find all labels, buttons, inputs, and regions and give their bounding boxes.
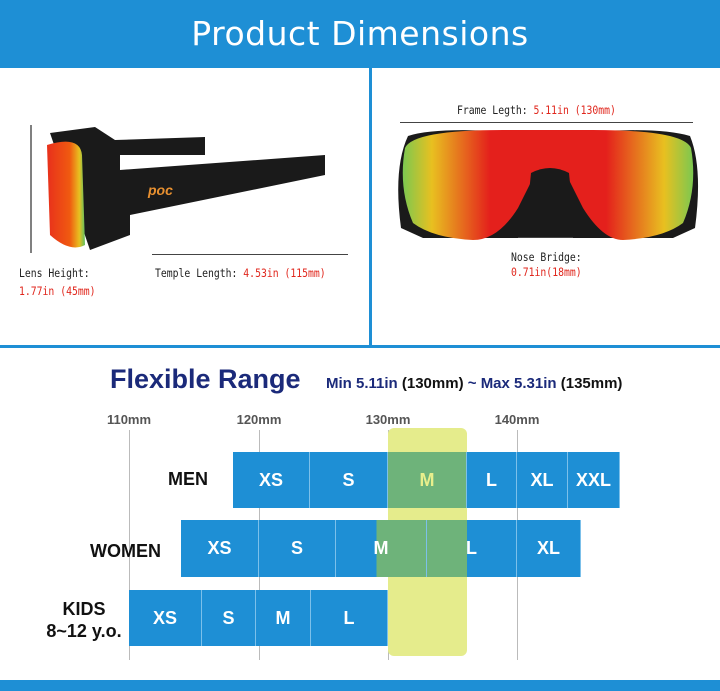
size-cell: XL (517, 452, 568, 508)
frame-length-label: Frame Legth: (457, 103, 528, 117)
logo: poc (147, 182, 173, 198)
size-cell: XS (129, 590, 202, 646)
gridline (129, 430, 130, 660)
nose-bridge-value: 0.71in(18mm) (511, 265, 582, 279)
range-title: Flexible Range (110, 364, 301, 394)
frame-measure-line (400, 122, 693, 123)
size-cell: M (336, 520, 427, 577)
size-cell: S (310, 452, 388, 508)
row-label-women: WOMEN (90, 541, 161, 561)
tick-label: 110mm (106, 412, 152, 427)
size-cell: L (467, 452, 517, 508)
size-cell: L (311, 590, 388, 646)
size-cell: S (202, 590, 256, 646)
size-cell: M (388, 452, 467, 508)
size-cell: XL (517, 520, 581, 577)
frame-length-value: 5.11in (130mm) (533, 103, 616, 117)
tick-label: 130mm (365, 412, 411, 427)
tick-label: 120mm (236, 412, 282, 427)
divider (369, 68, 372, 348)
row-label-men: MEN (168, 469, 208, 489)
lens-height-label: Lens Height: (19, 266, 90, 280)
temple-length-label: Temple Length: (155, 266, 238, 280)
range-subtitle: Min 5.11in (130mm) ~ Max 5.31in (135mm) (326, 375, 623, 392)
temple-measure-line (152, 254, 348, 255)
size-cell: L (427, 520, 517, 577)
size-cell: XXL (568, 452, 620, 508)
size-cell: XS (233, 452, 310, 508)
temple-length-value: 4.53in (115mm) (243, 266, 326, 280)
lens-height-value: 1.77in (45mm) (19, 284, 96, 298)
footer-bar (0, 680, 720, 691)
nose-bridge-label: Nose Bridge: (511, 250, 582, 264)
side-view-sunglasses-image: poc (30, 125, 325, 253)
page-banner: Product Dimensions (0, 0, 720, 68)
row-sublabel-kids: 8~12 y.o. (46, 621, 122, 641)
front-view-sunglasses-image (398, 130, 699, 240)
divider (0, 345, 720, 348)
row-label-kids: KIDS (62, 599, 106, 619)
size-cell: XS (181, 520, 259, 577)
size-cell: M (256, 590, 311, 646)
tick-label: 140mm (494, 412, 540, 427)
size-cell: S (259, 520, 336, 577)
nose-measure-line (518, 237, 573, 238)
